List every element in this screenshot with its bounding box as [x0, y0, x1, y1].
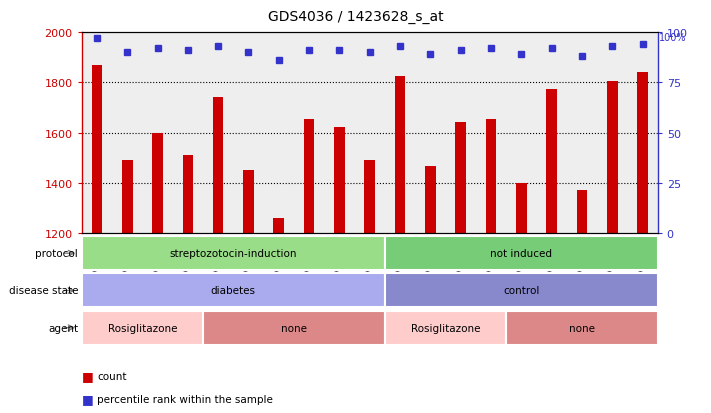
Bar — [607, 82, 618, 233]
Text: ■: ■ — [82, 392, 94, 405]
Text: none: none — [569, 323, 595, 333]
Bar — [637, 73, 648, 233]
Bar — [152, 133, 163, 233]
Bar — [213, 98, 223, 233]
Text: streptozotocin-induction: streptozotocin-induction — [169, 249, 297, 259]
Text: Rosiglitazone: Rosiglitazone — [107, 323, 177, 333]
Text: count: count — [97, 371, 127, 381]
Bar — [395, 77, 405, 233]
Bar — [183, 156, 193, 233]
Bar — [243, 171, 254, 233]
Bar — [334, 128, 345, 233]
Bar — [546, 89, 557, 233]
Bar — [455, 123, 466, 233]
Text: protocol: protocol — [36, 249, 78, 259]
Text: GDS4036 / 1423628_s_at: GDS4036 / 1423628_s_at — [267, 10, 444, 24]
Text: control: control — [503, 286, 540, 296]
Text: diabetes: diabetes — [211, 286, 256, 296]
Bar — [486, 119, 496, 233]
Bar — [274, 218, 284, 233]
Text: Rosiglitazone: Rosiglitazone — [411, 323, 480, 333]
Bar — [516, 183, 527, 233]
Bar — [122, 161, 132, 233]
Bar — [577, 191, 587, 233]
Text: agent: agent — [48, 323, 78, 333]
Bar — [304, 119, 314, 233]
Bar — [425, 167, 436, 233]
Text: not induced: not induced — [491, 249, 552, 259]
Text: disease state: disease state — [9, 286, 78, 296]
Text: ■: ■ — [82, 369, 94, 382]
Text: 100%: 100% — [659, 33, 687, 43]
Bar — [92, 66, 102, 233]
Text: percentile rank within the sample: percentile rank within the sample — [97, 394, 273, 404]
Text: none: none — [281, 323, 307, 333]
Bar — [365, 161, 375, 233]
